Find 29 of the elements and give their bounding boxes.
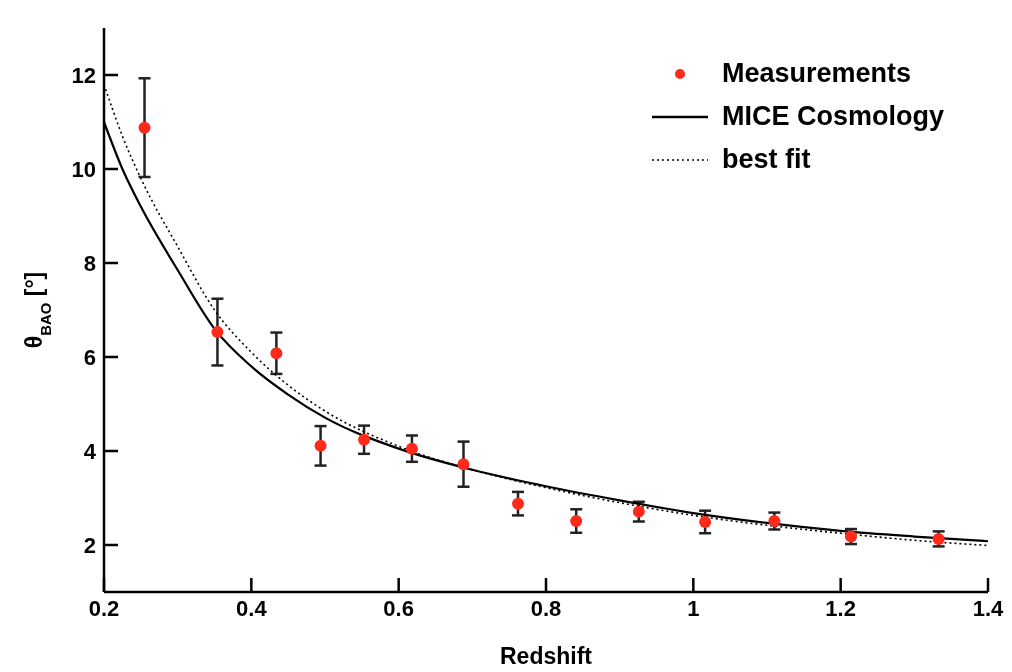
legend-label: MICE Cosmology (721, 101, 944, 132)
y-tick-label: 2 (83, 532, 96, 558)
x-tick-label: 0.6 (383, 595, 414, 621)
point (314, 439, 327, 452)
point (405, 442, 418, 455)
point (358, 433, 371, 446)
y-tick-label: 4 (83, 438, 97, 464)
x-tick-label: 1.2 (825, 595, 856, 621)
x-tick-label: 1 (687, 595, 700, 621)
point (138, 121, 151, 134)
point (457, 458, 470, 471)
point (570, 515, 583, 528)
y-tick-label: 12 (71, 62, 96, 88)
point (211, 326, 224, 339)
x-tick-label: 1.4 (972, 595, 1005, 621)
legend-label: Measurements (721, 58, 912, 89)
point (512, 497, 525, 510)
point (270, 347, 283, 360)
point (768, 515, 781, 528)
x-axis-title: Redshift (500, 643, 593, 669)
point (632, 505, 645, 518)
y-tick-label: 10 (71, 156, 96, 182)
y-tick-label: 8 (83, 250, 96, 276)
legend-label: best fit (721, 144, 811, 175)
point (699, 515, 712, 528)
x-tick-label: 0.8 (530, 595, 562, 621)
x-tick-label: 0.4 (236, 595, 268, 621)
x-tick-label: 0.2 (88, 595, 120, 621)
y-tick-label: 6 (83, 344, 96, 370)
